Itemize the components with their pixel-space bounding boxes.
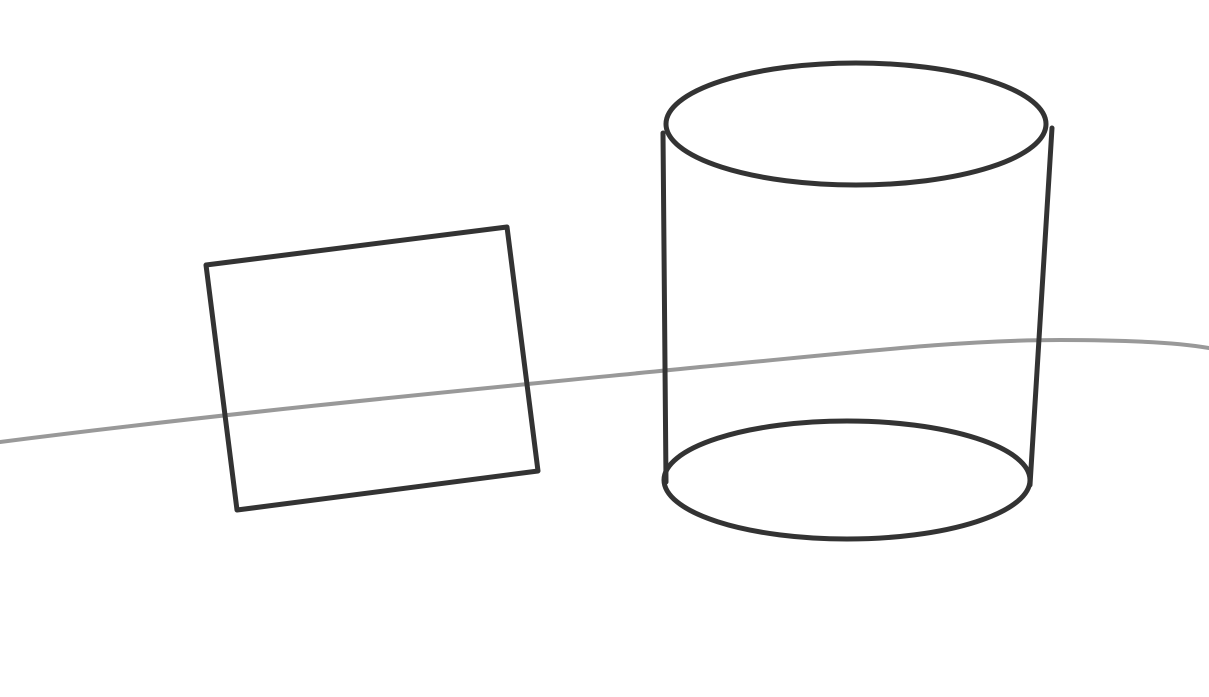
cylinder-bottom-ellipse [661, 418, 1033, 542]
tilted-square [203, 224, 541, 513]
cylinder-right-side [1027, 125, 1055, 488]
cylinder [660, 60, 1055, 542]
cylinder-top-ellipse [663, 60, 1049, 188]
cylinder-left-side [660, 130, 669, 485]
ground-line [0, 337, 1209, 444]
